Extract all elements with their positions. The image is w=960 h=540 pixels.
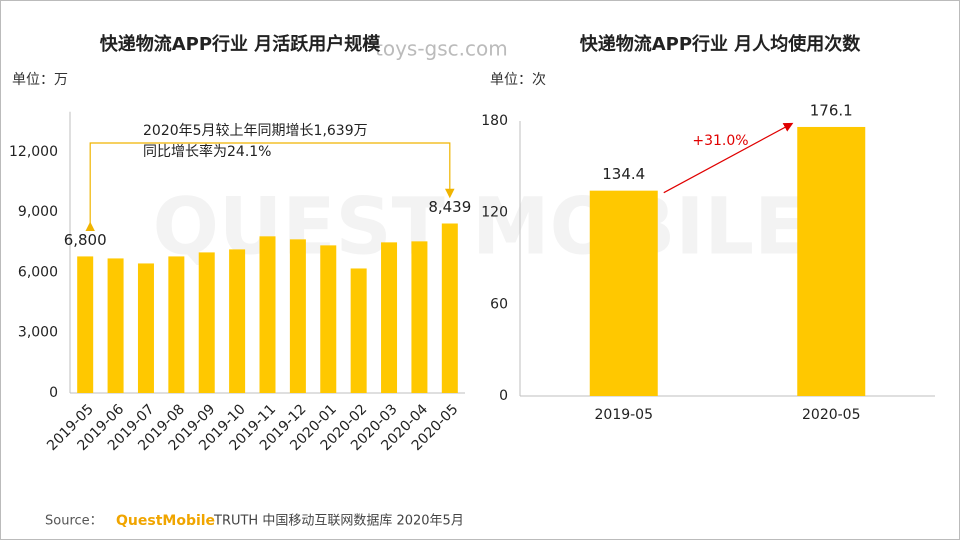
y-tick-label: 180 bbox=[481, 113, 508, 129]
x-tick-label: 2020-05 bbox=[802, 407, 861, 423]
y-tick-label: 60 bbox=[490, 296, 508, 312]
annotation-text: 同比增长率为24.1% bbox=[143, 143, 271, 160]
annotation-text: 2020年5月较上年同期增长1,639万 bbox=[143, 123, 368, 139]
bar bbox=[320, 245, 337, 393]
bar bbox=[797, 126, 866, 396]
bar bbox=[137, 263, 154, 393]
y-tick-label: 0 bbox=[49, 385, 58, 401]
unit-label: 单位：次 bbox=[490, 72, 546, 88]
y-tick-label: 3,000 bbox=[18, 325, 58, 341]
bar bbox=[350, 268, 367, 393]
bar bbox=[198, 252, 215, 393]
y-tick-label: 12,000 bbox=[9, 144, 58, 160]
value-label: 134.4 bbox=[602, 165, 645, 183]
value-label: 176.1 bbox=[810, 101, 853, 119]
unit-label: 单位：万 bbox=[12, 72, 68, 88]
source-label: Source： bbox=[45, 514, 103, 529]
value-label: 6,800 bbox=[64, 231, 107, 249]
bar bbox=[259, 236, 276, 393]
bar bbox=[168, 256, 185, 393]
bar bbox=[411, 241, 428, 393]
chart-title: 快递物流APP行业 月活跃用户规模 bbox=[100, 33, 382, 55]
bar bbox=[77, 256, 94, 393]
source-text: TRUTH 中国移动互联网数据库 2020年5月 bbox=[213, 513, 464, 529]
growth-arrow bbox=[663, 122, 794, 194]
x-tick-label: 2019-05 bbox=[595, 407, 654, 423]
y-tick-label: 0 bbox=[499, 388, 508, 404]
bar bbox=[589, 190, 658, 396]
value-label: 8,439 bbox=[428, 198, 471, 216]
y-tick-label: 120 bbox=[481, 205, 508, 221]
growth-label: +31.0% bbox=[692, 133, 748, 149]
annotation-bracket bbox=[85, 142, 455, 232]
bar bbox=[289, 239, 306, 393]
bar bbox=[441, 223, 458, 393]
watermark: toys-gsc.com bbox=[375, 37, 508, 61]
bar bbox=[381, 242, 398, 393]
source-brand: QuestMobile bbox=[116, 513, 215, 529]
bar bbox=[107, 258, 124, 393]
y-tick-label: 6,000 bbox=[18, 264, 58, 280]
watermark-logo: QUEST MOBILE bbox=[153, 182, 808, 272]
bar bbox=[229, 249, 246, 393]
chart-title: 快递物流APP行业 月人均使用次数 bbox=[580, 33, 862, 55]
y-tick-label: 9,000 bbox=[18, 204, 58, 220]
